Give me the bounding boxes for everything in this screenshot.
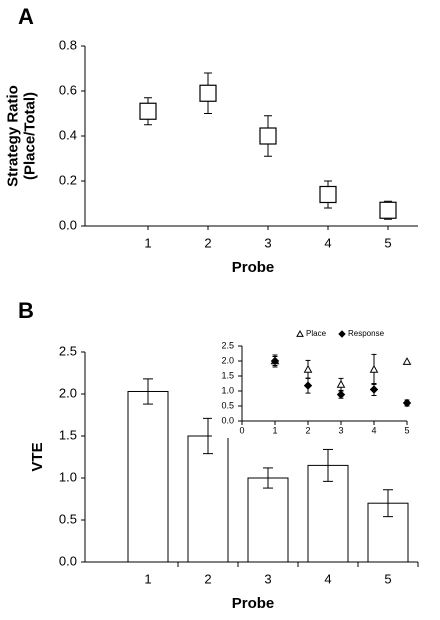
y-tick-label: 0.5 [221, 400, 234, 410]
y-axis-title: VTE [29, 442, 46, 471]
marker [303, 381, 313, 390]
marker [402, 357, 412, 365]
marker [296, 329, 304, 337]
y-tick-label: 2.0 [221, 355, 234, 365]
y-tick-label: 2.0 [59, 385, 77, 400]
inset-frame [212, 326, 424, 438]
marker [259, 127, 277, 145]
marker [319, 185, 337, 204]
y-tick-label: 1.0 [59, 469, 77, 484]
x-tick-label: 3 [264, 571, 271, 586]
y-tick-label: 0.2 [59, 172, 77, 187]
x-tick-label: 2 [305, 425, 310, 435]
x-tick-label: 1 [144, 235, 151, 250]
y-tick-label: 0.5 [59, 511, 77, 526]
x-tick-label: 3 [264, 235, 271, 250]
x-tick-label: 4 [371, 425, 376, 435]
y-tick-label: 1.0 [221, 385, 234, 395]
y-tick-label: 2.5 [59, 343, 77, 358]
x-tick-label: 2 [204, 235, 211, 250]
marker [402, 398, 412, 408]
x-tick-label: 4 [324, 235, 331, 250]
y-tick-label: 0.6 [59, 82, 77, 97]
x-tick-label: 5 [384, 235, 391, 250]
x-tick-label: 5 [384, 571, 391, 586]
marker [336, 390, 346, 399]
marker [338, 330, 346, 338]
marker [139, 102, 157, 120]
x-tick-label: 0 [239, 425, 244, 435]
x-axis-title: Probe [232, 595, 275, 612]
marker [369, 364, 379, 373]
bar [127, 390, 169, 563]
panel-label: A [18, 4, 34, 29]
y-axis-title: Strategy Ratio [4, 85, 21, 187]
x-tick-label: 1 [272, 425, 277, 435]
x-tick-label: 2 [204, 571, 211, 586]
marker [303, 364, 313, 373]
x-tick-label: 5 [404, 425, 409, 435]
marker [270, 356, 280, 366]
panel-label: B [18, 298, 34, 323]
marker [336, 379, 346, 388]
x-tick-label: 3 [338, 425, 343, 435]
x-axis-title: Probe [232, 259, 275, 276]
y-tick-label: 0.0 [221, 415, 234, 425]
y-tick-label: 1.5 [59, 427, 77, 442]
y-tick-label: 0.4 [59, 127, 77, 142]
y-tick-label: 0.8 [59, 37, 77, 52]
y-tick-label: 2.5 [221, 340, 234, 350]
marker [379, 201, 397, 219]
legend-label: Response [348, 329, 385, 338]
bar [187, 435, 229, 563]
y-tick-label: 0.0 [59, 553, 77, 568]
bar [247, 477, 289, 563]
x-tick-label: 1 [144, 571, 151, 586]
y-tick-label: 0.0 [59, 217, 77, 232]
marker [369, 385, 379, 394]
x-tick-label: 4 [324, 571, 331, 586]
marker [199, 84, 217, 102]
y-tick-label: 1.5 [221, 370, 234, 380]
y-axis-title: (Place/Total) [21, 92, 38, 180]
legend-label: Place [306, 329, 327, 338]
